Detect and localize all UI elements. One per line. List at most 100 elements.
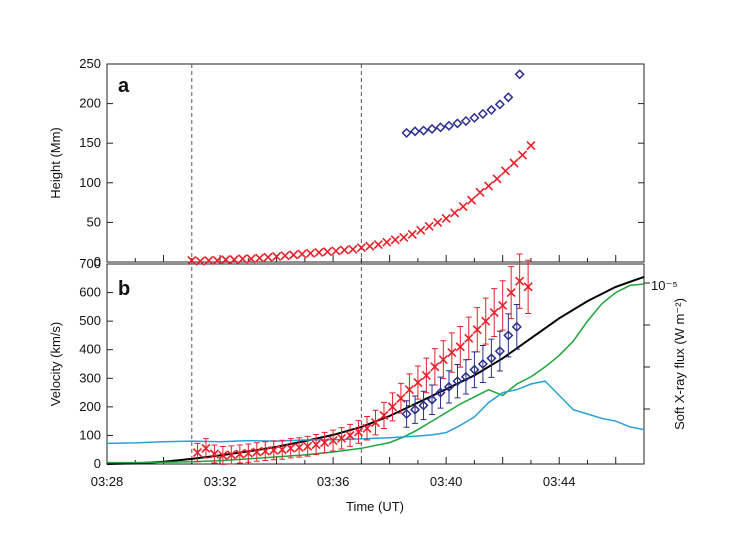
panel-b-series-3-point-17 (337, 433, 347, 443)
panel-b-series-4-point-11 (494, 346, 505, 357)
panel-a-series-0-point-23 (382, 237, 392, 247)
panel-b-series-3-point-29 (438, 355, 448, 365)
panel-a-series-1-point-4 (435, 122, 446, 133)
panel-b-ytick-label-6: 600 (79, 285, 101, 300)
panel-b-series-3-point-5 (235, 449, 245, 459)
panel-b-ytick-label-3: 300 (79, 370, 101, 385)
panel-b-series-4-point-6 (452, 376, 463, 387)
panel-b-series-3-point-28 (430, 362, 440, 372)
panel-b-series-4-point-9 (477, 358, 488, 370)
panel-b-series-3-point-13 (303, 441, 313, 451)
panel-b-series-3-point-15 (320, 438, 330, 448)
panel-a-series-1-point-10 (486, 104, 497, 115)
panel-b-ytick-label-1: 100 (79, 427, 101, 442)
x-tick-label-4: 03:44 (543, 474, 576, 489)
panel-b-series-3-point-34 (481, 316, 491, 326)
panel-a-series-0-point-8 (255, 253, 265, 263)
panel-a-series-0-point-6 (238, 254, 248, 264)
x-tick-label-0: 03:28 (91, 474, 124, 489)
panel-a-ytick-label-4: 200 (79, 96, 101, 111)
panel-b-series-4-point-10 (486, 353, 497, 364)
y-axis-title-height: Height (Mm) (48, 127, 63, 199)
panel-b-series-4-point-13 (511, 321, 522, 332)
panel-b-series-3-point-22 (379, 410, 389, 420)
panel-b-series-3-point-27 (421, 370, 431, 380)
panel-b-series-4-errorbar-2 (420, 390, 427, 421)
panel-b-series-3-point-0 (192, 448, 203, 458)
panel-b-series-4-point-8 (469, 364, 480, 375)
panel-b-series-3-point-37 (506, 288, 516, 298)
panel-a-series-1-point-11 (494, 99, 505, 110)
panel-a-series-0-point-31 (450, 208, 460, 218)
panel-a-series-0-point-11 (280, 251, 290, 261)
x-axis-title-time: Time (UT) (346, 499, 404, 514)
panel-a-series-0-point-35 (483, 181, 494, 191)
panel-b-series-4-point-7 (460, 371, 472, 382)
panel-a-series-0-point-27 (416, 225, 426, 235)
panel-a-series-0-point-16 (322, 247, 333, 257)
panel-a-series-0-point-3 (212, 255, 222, 265)
panel-b-series-4-point-4 (435, 387, 446, 398)
panel-b-series-3-point-20 (362, 423, 372, 433)
panel-a-series-0-point-7 (246, 254, 256, 264)
panel-b-series-3-point-3 (218, 450, 228, 460)
panel-a-series-0-point-40 (526, 141, 536, 151)
panel-b-series-3-point-10 (277, 445, 287, 455)
panel-b-series-3-point-19 (353, 427, 364, 437)
panel-a-series-0-point-4 (221, 255, 231, 265)
panel-b-series-4-point-2 (418, 400, 429, 411)
panel-b-series-4-errorbar-5 (445, 370, 452, 404)
panel-b-series-4-errorbar-8 (471, 351, 478, 389)
panel-b-series-4-errorbar-9 (479, 345, 486, 383)
panel-b-series-4-errorbar-7 (462, 359, 469, 395)
panel-a-series-0-point-28 (424, 221, 434, 231)
panel-b-series-4-point-12 (503, 330, 514, 341)
panel-a-series-0-point-9 (263, 252, 273, 262)
panel-b-series-3-point-25 (404, 385, 414, 395)
panel-a-series-1-point-6 (452, 118, 463, 129)
panel-a-series-1-point-0 (401, 127, 412, 138)
panel-b-series-3-point-31 (455, 342, 465, 352)
panel-a-series-0-point-29 (433, 217, 443, 227)
panel-a-ytick-label-1: 50 (87, 214, 101, 229)
panel-b-series-4-errorbar-1 (412, 395, 419, 424)
panel-b-series-4-point-3 (426, 394, 438, 405)
panel-a-series-1-point-1 (410, 126, 421, 137)
panel-b-series-4-errorbar-4 (437, 376, 444, 409)
panel-a-letter: a (118, 75, 130, 97)
panel-b-series-3-point-14 (311, 440, 321, 450)
panel-a-series-1-point-12 (503, 92, 514, 103)
panel-b-series-4-errorbar-11 (496, 330, 503, 372)
panel-b-series-4-errorbar-3 (429, 384, 436, 415)
panel-a-ytick-label-2: 100 (79, 175, 101, 190)
y-axis-title-velocity: Velocity (km/s) (48, 322, 63, 407)
x-tick-label-2: 03:36 (317, 474, 350, 489)
panel-b-ytick-label-2: 200 (79, 399, 101, 414)
y-axis-title-sxr: Soft X-ray flux (W m⁻²) (672, 298, 687, 430)
panel-b-series-0-line (106, 275, 645, 465)
panel-b-series-3-point-6 (243, 448, 253, 458)
panel-b-series-3-point-18 (345, 430, 355, 440)
panel-b-series-4-point-5 (443, 381, 455, 392)
panel-b-series-3-point-38 (515, 276, 525, 286)
panel-a-series-0-point-36 (492, 174, 502, 184)
panel-b-ytick-label-5: 500 (79, 313, 101, 328)
right-axis-tick-label: 10⁻⁵ (651, 278, 678, 293)
panel-b-series-4-errorbar-6 (454, 363, 461, 399)
x-tick-label-1: 03:32 (204, 474, 237, 489)
panel-b-series-3-point-4 (226, 450, 236, 460)
panel-a-series-1-point-5 (443, 120, 455, 131)
panel-a-series-0-point-33 (467, 195, 477, 205)
panel-a-series-0-point-14 (305, 248, 316, 258)
panel-b-letter: b (118, 278, 130, 300)
panel-b-series-4-point-0 (401, 408, 412, 420)
panel-a-series-1-point-9 (477, 108, 488, 119)
panel-b-series-3-point-8 (260, 446, 270, 456)
panel-b-series-3-point-16 (328, 436, 338, 446)
x-tick-label-3: 03:40 (430, 474, 463, 489)
panel-a-series-0-point-2 (204, 255, 214, 265)
panel-b-ytick-label-4: 400 (79, 342, 101, 357)
panel-a-series-0-point-37 (500, 166, 511, 176)
panel-a-series-0-point-32 (458, 201, 468, 212)
